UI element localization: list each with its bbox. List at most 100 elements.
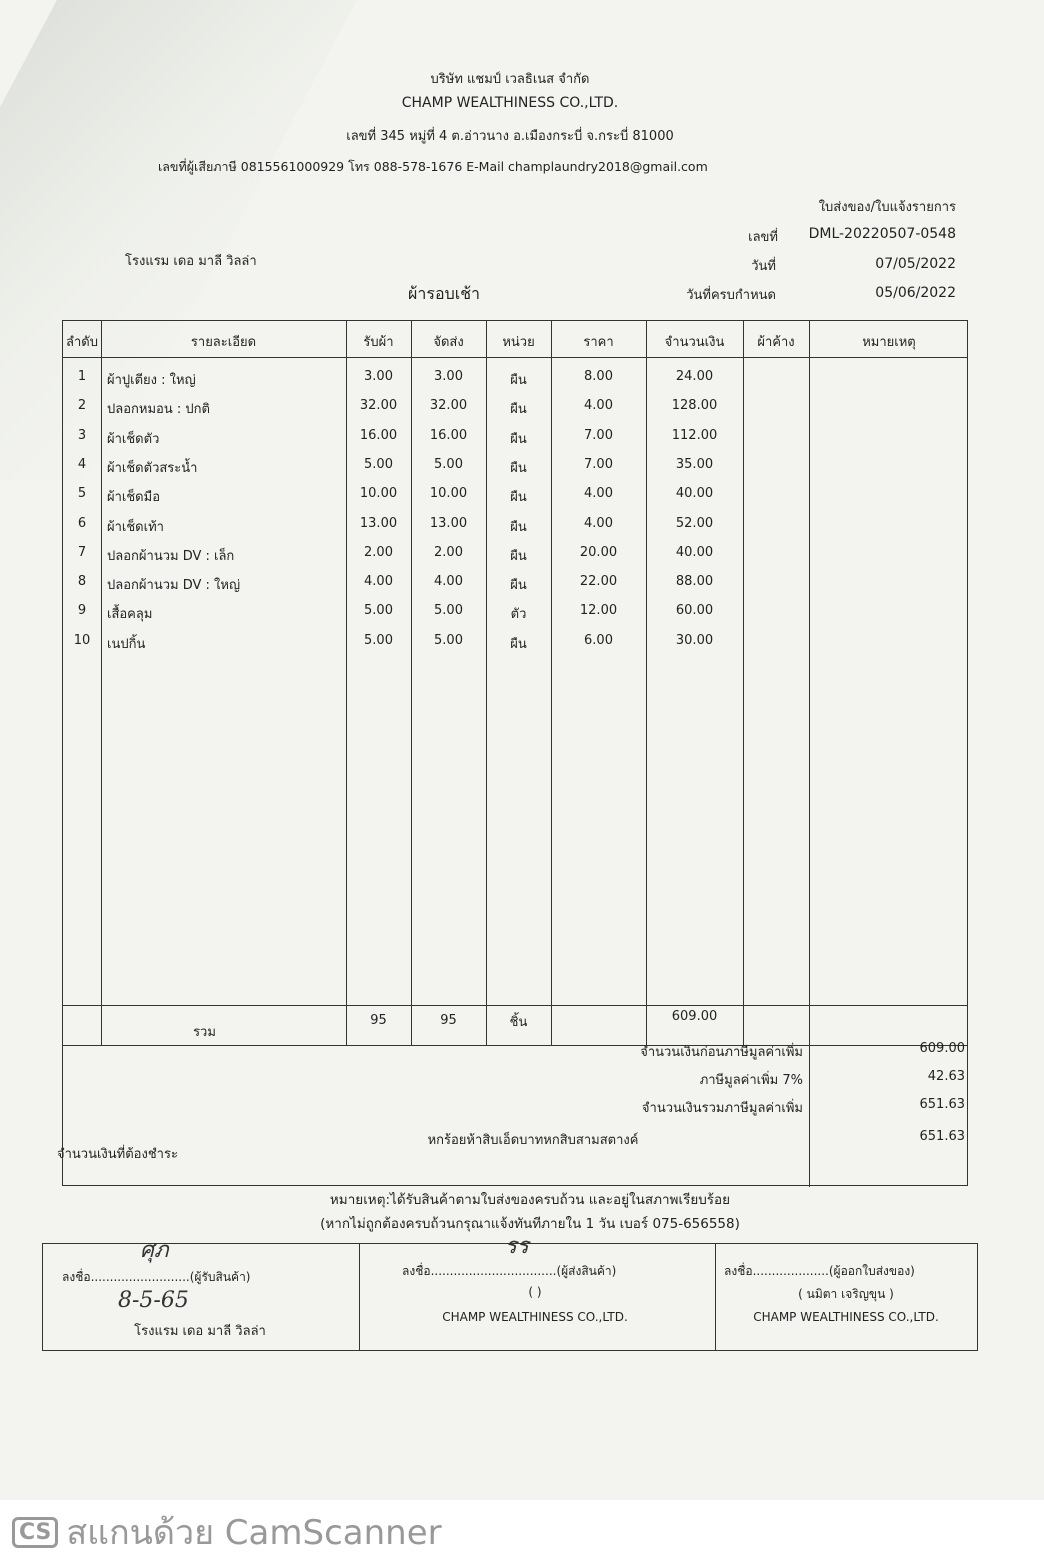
summary-pre_vat-label: จำนวนเงินก่อนภาษีมูลค่าเพิ่ม bbox=[640, 1045, 803, 1060]
cell-seq: 2 bbox=[77, 398, 87, 414]
signature-box bbox=[42, 1243, 978, 1351]
cell-received: 10.00 bbox=[359, 486, 398, 502]
cell-amount: 112.00 bbox=[671, 427, 718, 443]
cell-seq: 10 bbox=[73, 632, 91, 648]
cell-price: 20.00 bbox=[579, 544, 618, 560]
receiver-signature: ศุภ bbox=[140, 1238, 169, 1263]
cell-amount: 40.00 bbox=[675, 544, 714, 560]
header-seq: ลำดับ bbox=[66, 335, 98, 350]
cell-seq: 4 bbox=[77, 456, 87, 472]
document-page: บริษัท แชมป์ เวลธิเนส จำกัด CHAMP WEALTH… bbox=[0, 0, 1044, 1500]
sender-signature: รร bbox=[505, 1234, 529, 1259]
note-line-2: (หากไม่ถูกต้องครบถ้วนกรุณาแจ้งทันทีภายใน… bbox=[320, 1216, 740, 1232]
cell-description: เนปกิ้น bbox=[107, 636, 146, 652]
company-name-th: บริษัท แชมป์ เวลธิเนส จำกัด bbox=[430, 72, 590, 87]
summary-incl_vat-value: 651.63 bbox=[919, 1097, 966, 1112]
column-divider bbox=[646, 321, 647, 1045]
cell-received: 2.00 bbox=[364, 544, 393, 560]
header-delivered: จัดส่ง bbox=[433, 335, 464, 350]
cell-received: 3.00 bbox=[364, 369, 393, 384]
cell-description: ปลอกผ้านวม DV : ใหญ่ bbox=[107, 578, 241, 594]
header-price: ราคา bbox=[583, 335, 614, 350]
receiver-org: โรงแรม เดอ มาลี วิลล่า bbox=[134, 1324, 266, 1339]
doc-due: 05/06/2022 bbox=[875, 285, 956, 301]
cell-seq: 3 bbox=[77, 427, 87, 443]
signature-issuer-line: ลงชื่อ....................(ผู้ออกใบส่งขอ… bbox=[724, 1264, 915, 1278]
header-unit: หน่วย bbox=[502, 335, 535, 350]
company-name-en: CHAMP WEALTHINESS CO.,LTD. bbox=[401, 95, 619, 111]
summary-vat-label: ภาษีมูลค่าเพิ่ม 7% bbox=[699, 1073, 803, 1088]
summary-divider bbox=[63, 1045, 967, 1046]
round-title: ผ้ารอบเช้า bbox=[408, 284, 481, 303]
cell-price: 7.00 bbox=[584, 427, 613, 443]
cell-price: 7.00 bbox=[584, 456, 613, 472]
header-received: รับผ้า bbox=[363, 335, 394, 350]
column-divider bbox=[486, 321, 487, 1045]
cell-description: ปลอกผ้านวม DV : เล็ก bbox=[107, 548, 235, 564]
cell-unit: ผืน bbox=[510, 490, 527, 506]
signature-divider bbox=[359, 1244, 360, 1350]
column-divider bbox=[101, 321, 102, 1045]
cell-description: ปลอกหมอน : ปกติ bbox=[107, 402, 210, 418]
doc-no: DML-20220507-0548 bbox=[808, 226, 956, 242]
doc-date: 07/05/2022 bbox=[875, 256, 956, 272]
signature-receiver-line: ลงชื่อ..........................(ผู้รับส… bbox=[62, 1270, 251, 1284]
camscanner-logo-icon: CS bbox=[12, 1516, 59, 1548]
cell-description: เสื้อคลุม bbox=[107, 607, 153, 623]
cell-description: ผ้าเช็ดตัวสระน้ำ bbox=[107, 460, 198, 476]
column-divider bbox=[809, 321, 810, 1187]
cell-unit: ผืน bbox=[510, 636, 527, 652]
doc-date-label: วันที่ bbox=[751, 259, 776, 274]
payable-value: 651.63 bbox=[919, 1129, 966, 1144]
doc-no-label: เลขที่ bbox=[748, 230, 778, 245]
cell-unit: ผืน bbox=[510, 578, 527, 594]
company-contact: เลขที่ผู้เสียภาษี 0815561000929 โทร 088-… bbox=[158, 159, 708, 174]
cell-description: ผ้าเช็ดมือ bbox=[107, 490, 161, 506]
signature-divider bbox=[715, 1244, 716, 1350]
cell-amount: 60.00 bbox=[675, 603, 714, 619]
cell-amount: 35.00 bbox=[675, 456, 714, 472]
cell-price: 4.00 bbox=[584, 486, 613, 502]
cell-price: 22.00 bbox=[579, 574, 618, 590]
cell-delivered: 5.00 bbox=[434, 456, 463, 472]
total-label: รวม bbox=[193, 1025, 216, 1040]
cell-seq: 9 bbox=[77, 603, 87, 619]
cell-received: 5.00 bbox=[364, 456, 393, 472]
cell-delivered: 13.00 bbox=[429, 515, 468, 531]
cell-received: 13.00 bbox=[359, 515, 398, 531]
cell-delivered: 2.00 bbox=[434, 544, 463, 560]
cell-unit: ตัว bbox=[510, 607, 527, 623]
cell-price: 4.00 bbox=[584, 398, 613, 414]
cell-delivered: 3.00 bbox=[434, 369, 463, 384]
cell-unit: ผืน bbox=[510, 548, 527, 564]
cell-amount: 30.00 bbox=[675, 632, 714, 648]
total-unit: ชิ้น bbox=[509, 1015, 528, 1030]
cell-amount: 88.00 bbox=[675, 574, 714, 590]
header-amount: จำนวนเงิน bbox=[664, 335, 725, 350]
summary-pre_vat-value: 609.00 bbox=[919, 1041, 966, 1056]
total-delivered: 95 bbox=[440, 1013, 457, 1028]
cell-description: ผ้าปูเตียง : ใหญ่ bbox=[107, 373, 196, 388]
cell-amount: 128.00 bbox=[671, 398, 718, 414]
column-divider bbox=[411, 321, 412, 1045]
doc-due-label: วันที่ครบกำหนด bbox=[686, 288, 776, 303]
cell-amount: 24.00 bbox=[675, 369, 714, 384]
total-amount: 609.00 bbox=[671, 1009, 718, 1024]
cell-price: 8.00 bbox=[584, 369, 613, 384]
total-divider bbox=[63, 1005, 967, 1006]
summary-vat-value: 42.63 bbox=[927, 1069, 965, 1084]
column-divider bbox=[346, 321, 347, 1045]
cell-seq: 5 bbox=[77, 486, 87, 502]
cell-delivered: 4.00 bbox=[434, 574, 463, 590]
cell-delivered: 32.00 bbox=[429, 398, 468, 414]
cell-unit: ผืน bbox=[510, 460, 527, 476]
cell-delivered: 16.00 bbox=[429, 427, 468, 443]
cell-unit: ผืน bbox=[510, 402, 527, 418]
cell-description: ผ้าเช็ดเท้า bbox=[107, 519, 164, 535]
items-table: ลำดับ รายละเอียด รับผ้า จัดส่ง หน่วย ราคา จำนว… bbox=[57, 320, 968, 1187]
header-outstanding: ผ้าค้าง bbox=[757, 335, 795, 350]
cell-delivered: 10.00 bbox=[429, 486, 468, 502]
cell-received: 16.00 bbox=[359, 427, 398, 443]
note-line-1: หมายเหตุ:ได้รับสินค้าตามใบส่งของครบถ้วน … bbox=[329, 1192, 731, 1208]
cell-received: 4.00 bbox=[364, 574, 393, 590]
